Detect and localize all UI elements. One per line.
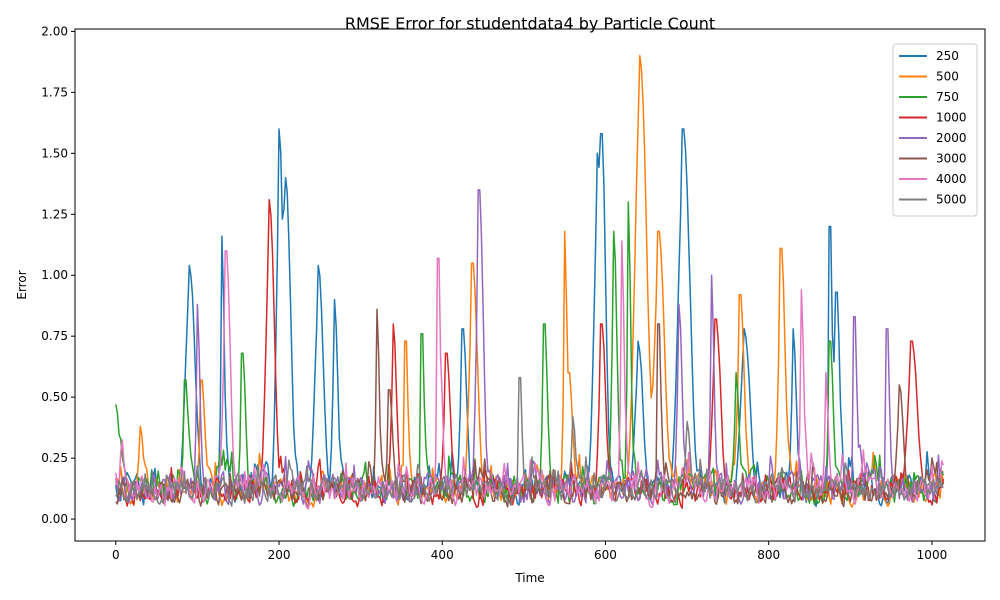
legend-label: 3000: [936, 152, 967, 166]
legend-label: 5000: [936, 193, 967, 207]
y-tick-label: 0.00: [41, 512, 68, 526]
x-tick-label: 200: [268, 548, 291, 562]
legend-box: [892, 43, 978, 217]
y-tick-label: 0.50: [41, 390, 68, 404]
x-tick-label: 600: [594, 548, 617, 562]
y-axis: 0.00 0.25 0.50 0.75 1.00 1.25 1.50 1.75 2.00: [41, 24, 75, 526]
legend-label: 1000: [936, 111, 967, 125]
y-tick-label: 0.75: [41, 329, 68, 343]
legend-label: 500: [936, 70, 959, 84]
x-tick-label: 0: [112, 548, 120, 562]
y-tick-label: 1.50: [41, 146, 68, 160]
y-tick-label: 0.25: [41, 451, 68, 465]
y-axis-label: Error: [15, 270, 29, 299]
legend: 250 500 750 1000 2000 3000 4000 5000: [892, 43, 978, 217]
legend-label: 2000: [936, 131, 967, 145]
legend-label: 4000: [936, 172, 967, 186]
series-line-4000: [115, 240, 945, 510]
y-tick-label: 1.00: [41, 268, 68, 282]
chart-title: RMSE Error for studentdata4 by Particle …: [345, 14, 715, 33]
x-axis: 0 200 400 600 800 1000: [112, 541, 947, 562]
legend-label: 250: [936, 49, 959, 63]
series-line-750: [115, 201, 945, 508]
y-tick-label: 1.25: [41, 207, 68, 221]
plot-frame: [74, 28, 986, 542]
y-tick-label: 2.00: [41, 24, 68, 38]
plot-area: [115, 55, 945, 510]
y-tick-label: 1.75: [41, 85, 68, 99]
series-line-5000: [115, 376, 945, 507]
legend-label: 750: [936, 90, 959, 104]
x-tick-label: 400: [431, 548, 454, 562]
x-axis-label: Time: [514, 571, 544, 585]
x-tick-label: 800: [757, 548, 780, 562]
x-tick-label: 1000: [917, 548, 948, 562]
